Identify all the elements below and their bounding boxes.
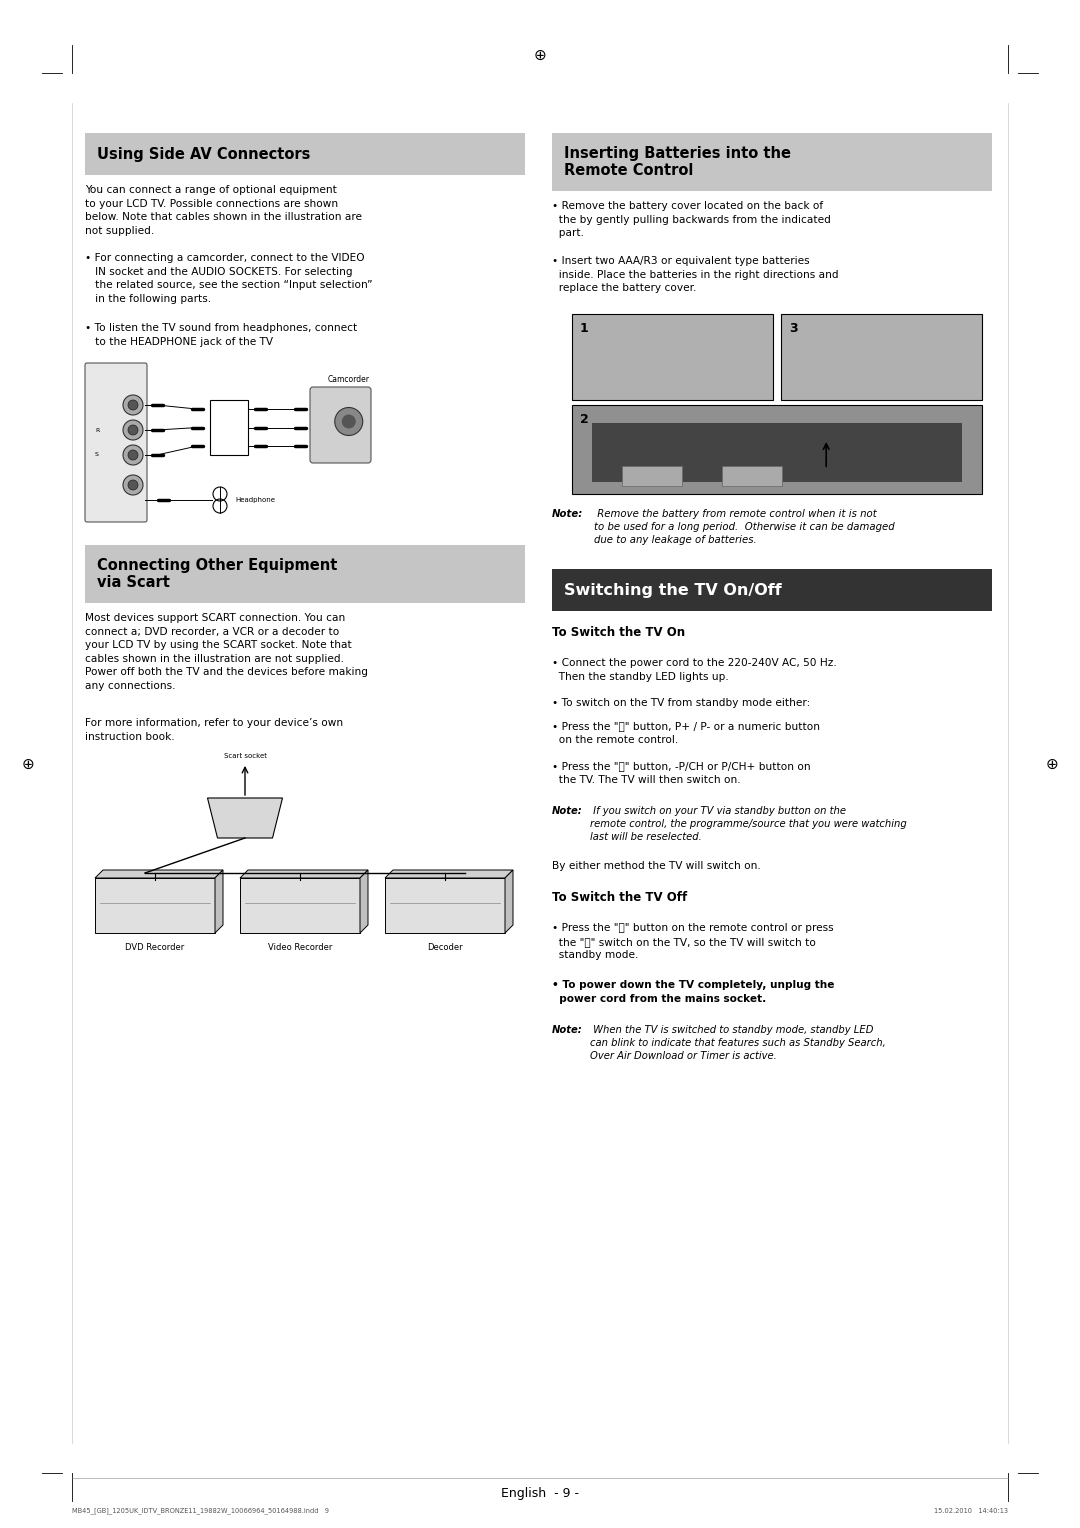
Text: MB45_[GB]_1205UK_IDTV_BRONZE11_19882W_10066964_50164988.indd   9: MB45_[GB]_1205UK_IDTV_BRONZE11_19882W_10… — [72, 1508, 329, 1514]
Text: Note:: Note: — [552, 509, 583, 520]
Circle shape — [129, 400, 138, 410]
Text: English  - 9 -: English - 9 - — [501, 1487, 579, 1499]
Text: R: R — [95, 428, 99, 432]
Text: • Connect the power cord to the 220-240V AC, 50 Hz.
  Then the standby LED light: • Connect the power cord to the 220-240V… — [552, 659, 837, 681]
Text: Connecting Other Equipment
via Scart: Connecting Other Equipment via Scart — [97, 558, 337, 590]
Text: You can connect a range of optional equipment
to your LCD TV. Possible connectio: You can connect a range of optional equi… — [85, 185, 362, 235]
Text: • Press the "⏻" button, -P/CH or P/CH+ button on
  the TV. The TV will then swit: • Press the "⏻" button, -P/CH or P/CH+ b… — [552, 761, 811, 784]
Polygon shape — [215, 869, 222, 934]
Text: Remove the battery from remote control when it is not
to be used for a long peri: Remove the battery from remote control w… — [594, 509, 894, 545]
Text: Note:: Note: — [552, 1025, 583, 1034]
Text: • To listen the TV sound from headphones, connect
   to the HEADPHONE jack of th: • To listen the TV sound from headphones… — [85, 322, 357, 347]
Bar — [592, 423, 962, 481]
Text: 1: 1 — [580, 322, 589, 335]
FancyBboxPatch shape — [310, 387, 372, 463]
Polygon shape — [384, 869, 513, 879]
Circle shape — [129, 451, 138, 460]
Bar — [95, 879, 215, 934]
Bar — [85, 545, 525, 604]
Text: • To switch on the TV from standby mode either:: • To switch on the TV from standby mode … — [552, 698, 810, 707]
Circle shape — [129, 425, 138, 435]
Text: If you switch on your TV via standby button on the
remote control, the programme: If you switch on your TV via standby but… — [590, 805, 907, 842]
Text: DVD Recorder: DVD Recorder — [125, 943, 185, 952]
Bar — [781, 313, 982, 400]
Text: Inserting Batteries into the
Remote Control: Inserting Batteries into the Remote Cont… — [564, 145, 791, 179]
Bar — [85, 133, 525, 176]
Text: Using Side AV Connectors: Using Side AV Connectors — [97, 147, 310, 162]
Text: When the TV is switched to standby mode, standby LED
can blink to indicate that : When the TV is switched to standby mode,… — [590, 1025, 886, 1062]
Bar — [572, 313, 773, 400]
Text: By either method the TV will switch on.: By either method the TV will switch on. — [552, 860, 760, 871]
Polygon shape — [95, 869, 222, 879]
Circle shape — [123, 445, 143, 465]
Circle shape — [341, 414, 355, 428]
Text: Camcorder: Camcorder — [327, 374, 369, 384]
Text: Note:: Note: — [552, 805, 583, 816]
Text: Most devices support SCART connection. You can
connect a; DVD recorder, a VCR or: Most devices support SCART connection. Y… — [85, 613, 368, 691]
FancyBboxPatch shape — [85, 364, 147, 523]
Text: • Remove the battery cover located on the back of
  the by gently pulling backwa: • Remove the battery cover located on th… — [552, 202, 831, 238]
Circle shape — [129, 480, 138, 490]
Text: ⊕: ⊕ — [534, 47, 546, 63]
Text: Video Recorder: Video Recorder — [268, 943, 333, 952]
Circle shape — [123, 420, 143, 440]
Bar — [552, 133, 993, 191]
Polygon shape — [207, 798, 283, 837]
Text: For more information, refer to your device’s own
instruction book.: For more information, refer to your devi… — [85, 718, 343, 741]
Text: Decoder: Decoder — [428, 943, 463, 952]
Bar — [240, 879, 360, 934]
Text: 2: 2 — [580, 414, 589, 426]
Bar — [723, 466, 782, 486]
Text: ⊕: ⊕ — [1045, 756, 1058, 772]
Bar — [552, 568, 993, 611]
Text: ⊕: ⊕ — [22, 756, 35, 772]
Bar — [210, 400, 248, 455]
Polygon shape — [360, 869, 368, 934]
Polygon shape — [240, 869, 368, 879]
Text: 3: 3 — [789, 322, 798, 335]
Text: To Switch the TV On: To Switch the TV On — [552, 626, 685, 639]
Circle shape — [335, 408, 363, 435]
Text: S: S — [95, 452, 99, 457]
Text: Scart socket: Scart socket — [224, 753, 267, 759]
Text: Headphone: Headphone — [235, 497, 275, 503]
Circle shape — [123, 396, 143, 416]
Polygon shape — [505, 869, 513, 934]
Text: • For connecting a camcorder, connect to the VIDEO
   IN socket and the AUDIO SO: • For connecting a camcorder, connect to… — [85, 254, 373, 304]
Bar — [572, 405, 982, 494]
Bar — [622, 466, 681, 486]
Text: Switching the TV On/Off: Switching the TV On/Off — [564, 582, 782, 597]
Text: • To power down the TV completely, unplug the
  power cord from the mains socket: • To power down the TV completely, unplu… — [552, 979, 835, 1004]
Circle shape — [123, 475, 143, 495]
Text: • Press the "⏻" button, P+ / P- or a numeric button
  on the remote control.: • Press the "⏻" button, P+ / P- or a num… — [552, 721, 820, 744]
Bar — [384, 879, 505, 934]
Text: • Insert two AAA/R3 or equivalent type batteries
  inside. Place the batteries i: • Insert two AAA/R3 or equivalent type b… — [552, 257, 839, 293]
Text: • Press the "⏻" button on the remote control or press
  the "⏻" switch on the TV: • Press the "⏻" button on the remote con… — [552, 923, 834, 960]
Text: To Switch the TV Off: To Switch the TV Off — [552, 891, 687, 905]
Text: 15.02.2010   14:40:13: 15.02.2010 14:40:13 — [934, 1508, 1008, 1514]
